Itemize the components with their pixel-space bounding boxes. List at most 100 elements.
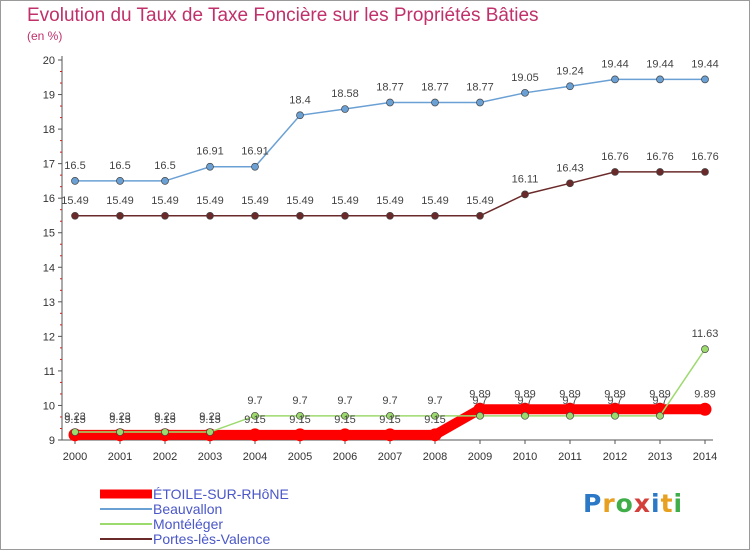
y-tick-label: 9 <box>49 435 55 447</box>
data-point <box>161 177 169 185</box>
y-tick-label: 16 <box>43 193 55 205</box>
x-tick-label: 2012 <box>603 451 627 463</box>
data-label: 9.7 <box>382 395 397 407</box>
data-label: 15.49 <box>466 195 494 207</box>
data-point <box>701 345 709 353</box>
logo-letter: P <box>583 489 603 518</box>
data-label: 9.7 <box>562 395 577 407</box>
data-label: 16.76 <box>646 151 674 163</box>
data-label: 11.63 <box>692 328 719 340</box>
data-label: 9.15 <box>289 414 310 426</box>
data-point <box>611 168 619 176</box>
logo-letter: r <box>602 489 616 518</box>
data-point <box>383 428 397 442</box>
data-point <box>656 411 664 420</box>
data-point <box>701 168 709 176</box>
data-label: 9.23 <box>64 411 85 423</box>
data-label: 18.77 <box>421 81 449 93</box>
chart-unit: (en %) <box>27 29 63 43</box>
legend-entry: Montéléger <box>153 516 223 532</box>
y-tick-label: 15 <box>43 228 55 240</box>
data-point <box>698 402 712 416</box>
data-point <box>71 177 79 185</box>
data-label: 16.91 <box>241 146 269 158</box>
data-point <box>296 411 304 420</box>
proxiti-logo: Proxiti <box>583 489 683 518</box>
data-label: 15.49 <box>151 195 179 207</box>
data-point <box>296 211 304 220</box>
data-label: 15.49 <box>106 195 134 207</box>
data-label: 9.15 <box>64 414 85 426</box>
data-label: 9.89 <box>604 388 625 400</box>
data-label: 18.58 <box>331 88 359 100</box>
data-point <box>566 411 574 420</box>
data-label: 9.7 <box>517 395 532 407</box>
data-point <box>296 111 304 120</box>
data-point <box>656 75 664 84</box>
x-tick-label: 2002 <box>153 451 177 463</box>
data-label: 9.7 <box>427 395 442 407</box>
data-point <box>161 211 169 220</box>
data-label: 15.49 <box>331 195 359 207</box>
logo-letter: i <box>651 489 661 518</box>
data-point <box>206 162 214 171</box>
logo-letter: o <box>615 489 634 518</box>
logo-letter: x <box>633 489 651 518</box>
data-label: 16.11 <box>512 173 539 185</box>
data-point <box>71 211 79 220</box>
x-tick-label: 2014 <box>693 451 717 463</box>
data-point <box>566 179 574 188</box>
data-label: 19.44 <box>601 58 629 70</box>
data-point <box>338 428 352 442</box>
data-label: 9.89 <box>559 388 580 400</box>
data-point <box>248 428 262 442</box>
data-point <box>566 82 574 91</box>
data-label: 9.23 <box>154 411 175 423</box>
data-point <box>476 411 484 420</box>
data-point <box>116 177 124 185</box>
data-label: 19.05 <box>511 72 539 84</box>
data-label: 15.49 <box>241 195 269 207</box>
y-tick-label: 10 <box>43 400 55 412</box>
data-label: 19.44 <box>646 58 674 70</box>
data-point <box>386 98 394 107</box>
data-point <box>656 168 664 176</box>
data-label: 15.49 <box>421 195 449 207</box>
x-tick-label: 2001 <box>108 451 132 463</box>
x-tick-label: 2000 <box>63 451 87 463</box>
legend-entry: Portes-lès-Valence <box>153 531 270 547</box>
data-point <box>116 428 124 436</box>
data-point <box>431 98 439 107</box>
x-tick-label: 2006 <box>333 451 357 463</box>
data-point <box>431 211 439 220</box>
data-label: 9.89 <box>514 388 535 400</box>
y-tick-label: 18 <box>43 124 55 136</box>
data-label: 9.23 <box>109 411 130 423</box>
data-label: 9.23 <box>199 411 220 423</box>
data-label: 16.5 <box>109 160 130 172</box>
data-point <box>251 162 259 171</box>
data-label: 16.76 <box>691 151 719 163</box>
legend-entry: ÉTOILE-SUR-RHôNE <box>153 486 289 502</box>
series-layer <box>68 75 712 442</box>
x-tick-label: 2009 <box>468 451 492 463</box>
data-point <box>341 105 349 113</box>
data-point <box>206 211 214 220</box>
y-tick-label: 20 <box>43 55 55 67</box>
data-label: 9.7 <box>247 395 262 407</box>
y-tick-label: 14 <box>43 262 55 274</box>
data-label: 16.76 <box>601 151 629 163</box>
data-labels: 15.49 15.49 15.49 15.49 15.49 15.49 15.49 15.49… <box>61 58 719 425</box>
x-tick-label: 2007 <box>378 451 402 463</box>
data-label: 9.15 <box>199 414 220 426</box>
data-label: 19.24 <box>556 65 584 77</box>
logo-letter: i <box>673 489 684 518</box>
data-label: 9.89 <box>694 388 715 400</box>
data-point <box>431 411 439 420</box>
data-label: 16.5 <box>154 160 175 172</box>
data-label: 9.15 <box>109 414 130 426</box>
y-tick-label: 12 <box>43 331 55 343</box>
data-point <box>251 411 259 420</box>
